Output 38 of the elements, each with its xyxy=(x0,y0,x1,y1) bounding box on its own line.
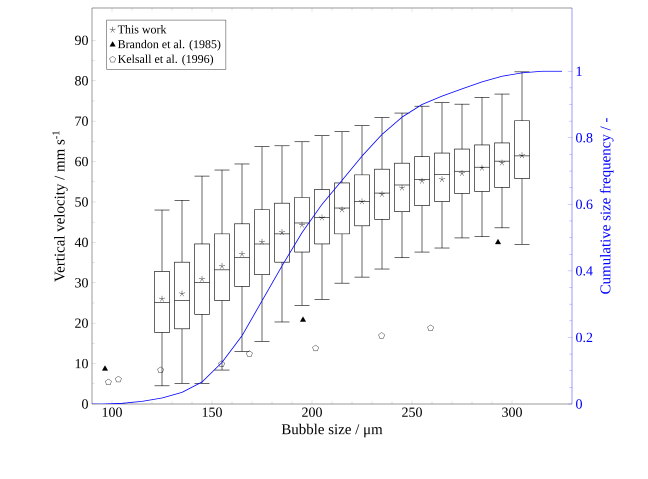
x-tick-label: 100 xyxy=(102,408,122,417)
legend-label: Kelsall et al. (1996) xyxy=(118,54,214,66)
y2-tick-label: 0.6 xyxy=(576,200,593,210)
y-tick-label: 40 xyxy=(74,238,88,248)
y-tick-label: 20 xyxy=(75,318,88,328)
y-tick-label: 80 xyxy=(75,76,88,86)
line-series xyxy=(92,70,562,404)
point xyxy=(300,316,306,322)
point xyxy=(495,238,501,244)
x-axis-title: Bubble size / μm xyxy=(282,424,382,438)
point xyxy=(378,332,385,338)
y-axis-title: Vertical velocity / mm s$^{-1}$ xyxy=(52,131,68,282)
y-tick-label: 0 xyxy=(82,399,88,409)
y2-axis-title: Cumulative size frequency / - xyxy=(600,118,614,294)
y-tick-label: 30 xyxy=(75,278,88,288)
y2-tick-label: 0.8 xyxy=(576,133,592,143)
y-tick-label: 70 xyxy=(75,116,88,126)
y-tick-label: 60 xyxy=(75,156,88,166)
point xyxy=(115,376,122,382)
y2-tick-label: 0.4 xyxy=(576,266,593,276)
legend-label: Brandon et al. (1985) xyxy=(118,40,220,51)
y-tick-label: 10 xyxy=(76,358,88,368)
point xyxy=(218,360,225,367)
legend-label: This work xyxy=(118,25,166,34)
point xyxy=(312,344,319,352)
y2-tick-label: 0 xyxy=(576,399,582,409)
y-tick-label: 50 xyxy=(75,197,88,207)
x-tick-label: 300 xyxy=(502,408,522,417)
x-tick-label: 250 xyxy=(402,408,422,417)
point xyxy=(105,378,112,385)
point xyxy=(157,366,164,373)
y2-tick-label: 1 xyxy=(576,66,582,76)
x-tick-label: 200 xyxy=(302,408,322,417)
x-tick-label: 150 xyxy=(202,408,222,417)
point xyxy=(102,365,108,371)
y2-tick-label: 0.2 xyxy=(576,332,592,342)
y-tick-label: 90 xyxy=(74,36,88,46)
point xyxy=(427,324,434,331)
